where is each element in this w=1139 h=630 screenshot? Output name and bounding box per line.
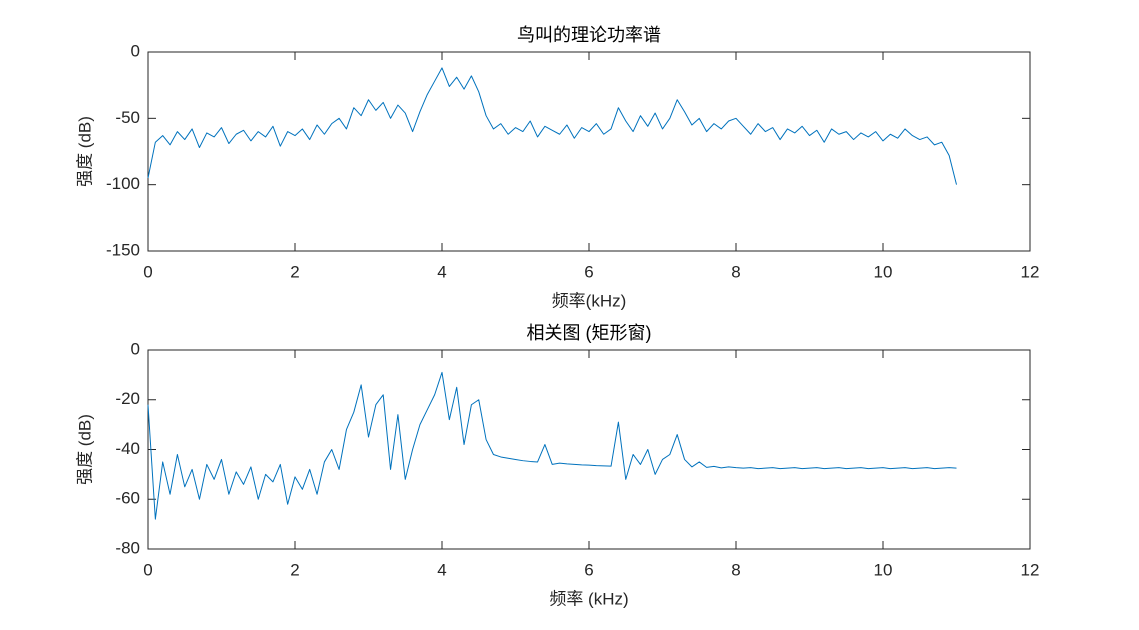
chart-title: 鸟叫的理论功率谱 xyxy=(517,25,661,45)
x-tick-label: 4 xyxy=(437,262,446,281)
y-tick-label: -100 xyxy=(106,174,140,193)
y-axis-label: 强度 (dB) xyxy=(75,116,94,187)
x-tick-label: 6 xyxy=(584,262,593,281)
spectrum-line xyxy=(147,371,957,520)
y-tick-label: 0 xyxy=(131,41,140,60)
x-tick-label: 2 xyxy=(290,560,299,579)
y-axis-label: 强度 (dB) xyxy=(75,414,94,485)
y-tick-label: -80 xyxy=(115,538,140,557)
chart-title: 相关图 (矩形窗) xyxy=(527,323,652,343)
y-tick-label: -150 xyxy=(106,240,140,259)
x-tick-label: 10 xyxy=(874,560,893,579)
y-tick-label: -20 xyxy=(115,389,140,408)
x-tick-label: 12 xyxy=(1021,262,1040,281)
x-tick-label: 10 xyxy=(874,262,893,281)
x-tick-label: 4 xyxy=(437,560,446,579)
x-tick-label: 12 xyxy=(1021,560,1040,579)
spectrum-line xyxy=(147,67,957,185)
y-tick-label: -40 xyxy=(115,439,140,458)
x-tick-label: 0 xyxy=(143,560,152,579)
x-tick-label: 6 xyxy=(584,560,593,579)
axes-box xyxy=(147,349,1031,550)
x-axis-label: 频率(kHz) xyxy=(552,291,627,310)
x-tick-label: 8 xyxy=(731,560,740,579)
axes-box xyxy=(147,51,1031,252)
x-axis-label: 频率 (kHz) xyxy=(549,589,628,608)
y-tick-label: -60 xyxy=(115,489,140,508)
x-tick-label: 0 xyxy=(143,262,152,281)
x-tick-label: 2 xyxy=(290,262,299,281)
x-tick-label: 8 xyxy=(731,262,740,281)
y-tick-label: -50 xyxy=(115,108,140,127)
y-tick-label: 0 xyxy=(131,339,140,358)
